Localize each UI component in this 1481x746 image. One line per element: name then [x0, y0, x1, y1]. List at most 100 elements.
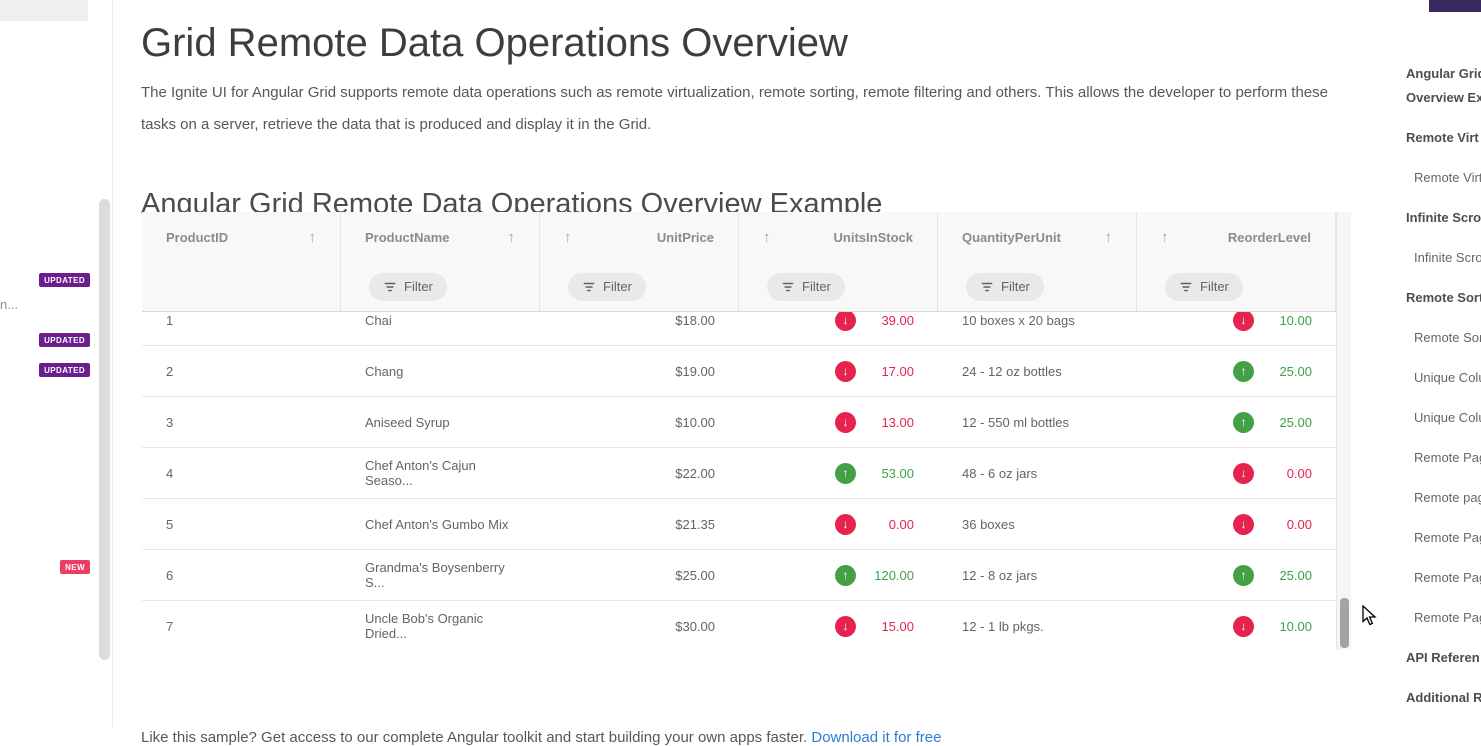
- table-row[interactable]: 6 Grandma's Boysenberry S... $25.00 ↑ 12…: [142, 550, 1351, 601]
- filter-chip[interactable]: Filter: [1165, 272, 1243, 301]
- toc-item[interactable]: Remote Sor: [1414, 330, 1481, 345]
- mouse-cursor: [1362, 605, 1377, 626]
- reorder-trend-icon: ↑: [1233, 360, 1254, 382]
- column-header-quantityperunit[interactable]: QuantityPerUnit ↑: [938, 212, 1137, 262]
- toc-item[interactable]: Unique Colu: [1414, 410, 1481, 425]
- cell-quantity-per-unit: 36 boxes: [962, 516, 1015, 532]
- data-grid: ProductID ↑ ProductName ↑ ↑ UnitPrice ↑ …: [142, 212, 1351, 650]
- cell-units-in-stock: ↑ 120.00: [739, 550, 938, 600]
- column-header-unitprice[interactable]: ↑ UnitPrice: [540, 212, 739, 262]
- toc-item[interactable]: Remote Pag: [1414, 450, 1481, 465]
- filter-icon: [782, 282, 794, 291]
- column-header-unitsinstock[interactable]: ↑ UnitsInStock: [739, 212, 938, 262]
- stock-value: 15.00: [881, 618, 914, 634]
- intro-paragraph: The Ignite UI for Angular Grid supports …: [141, 84, 1328, 133]
- cell-unit-price: $18.00: [675, 312, 715, 328]
- column-header-label: QuantityPerUnit: [962, 229, 1061, 245]
- toc-item[interactable]: Remote Virt: [1406, 130, 1479, 145]
- toc-item[interactable]: Remote Pag: [1414, 530, 1481, 545]
- filter-chip[interactable]: Filter: [369, 272, 447, 301]
- column-header-label: UnitPrice: [656, 229, 714, 245]
- toc-item[interactable]: Remote Virt: [1414, 170, 1481, 185]
- cell-product-name: Chang: [365, 363, 404, 379]
- left-nav-scrollbar[interactable]: [99, 199, 110, 660]
- filter-cell: Filter: [341, 262, 540, 311]
- cell-product-id: 3: [166, 414, 174, 430]
- filter-chip-label: Filter: [404, 279, 433, 294]
- grid-scrollbar-track[interactable]: [1336, 212, 1351, 650]
- filter-cell: Filter: [1137, 262, 1336, 311]
- cell-quantity-per-unit: 12 - 550 ml bottles: [962, 414, 1069, 430]
- stock-trend-icon: ↓: [835, 615, 856, 637]
- stock-trend-icon: ↓: [835, 312, 856, 331]
- reorder-value: 10.00: [1279, 312, 1312, 328]
- grid-header-row: ProductID ↑ ProductName ↑ ↑ UnitPrice ↑ …: [142, 212, 1351, 262]
- top-right-accent-block: [1429, 0, 1481, 12]
- cell-product-name: Uncle Bob's Organic Dried...: [365, 611, 484, 641]
- reorder-trend-icon: ↑: [1233, 411, 1254, 433]
- toc-item[interactable]: Infinite Scro: [1406, 210, 1481, 225]
- cell-quantity-per-unit: 12 - 1 lb pkgs.: [962, 618, 1044, 634]
- toc-item[interactable]: Overview Ex: [1406, 90, 1481, 105]
- filter-icon: [583, 282, 595, 291]
- column-header-label: UnitsInStock: [833, 229, 913, 245]
- filter-icon: [1180, 282, 1192, 291]
- toc-item[interactable]: Remote Pag: [1414, 610, 1481, 625]
- cell-product-id: 4: [166, 465, 174, 481]
- cta-sentence: Like this sample? Get access to our comp…: [141, 729, 808, 746]
- column-header-productname[interactable]: ProductName ↑: [341, 212, 540, 262]
- cell-product-id: 1: [166, 312, 174, 328]
- column-header-label: ReorderLevel: [1227, 229, 1311, 245]
- stock-trend-icon: ↓: [835, 411, 856, 433]
- reorder-trend-icon: ↓: [1233, 513, 1254, 535]
- filter-chip-label: Filter: [603, 279, 632, 294]
- cell-product-id: 2: [166, 363, 174, 379]
- cell-product-id: 6: [166, 567, 174, 583]
- toc-item[interactable]: Angular Grid: [1406, 66, 1481, 81]
- toc-item[interactable]: Additional R: [1406, 690, 1481, 705]
- toc-item[interactable]: Unique Colu: [1414, 370, 1481, 385]
- table-row[interactable]: 4 Chef Anton's Cajun Seaso... $22.00 ↑ 5…: [142, 448, 1351, 499]
- updated-badge: UPDATED: [39, 363, 90, 377]
- toc-item[interactable]: Remote Pag: [1414, 570, 1481, 585]
- sort-arrow-icon[interactable]: ↑: [308, 228, 317, 246]
- reorder-value: 25.00: [1279, 567, 1312, 583]
- cell-units-in-stock: ↓ 39.00: [739, 312, 938, 345]
- sort-arrow-icon[interactable]: ↑: [507, 228, 516, 246]
- updated-badge: UPDATED: [39, 273, 90, 287]
- toc-item[interactable]: Infinite Scro: [1414, 250, 1481, 265]
- stock-trend-icon: ↓: [835, 513, 856, 535]
- toc-item[interactable]: Remote Sort: [1406, 290, 1481, 305]
- table-row[interactable]: 7 Uncle Bob's Organic Dried... $30.00 ↓ …: [142, 601, 1351, 650]
- download-link[interactable]: Download it for free: [811, 729, 942, 746]
- reorder-trend-icon: ↓: [1233, 462, 1254, 484]
- cell-reorder-level: ↓ 0.00: [1137, 499, 1336, 549]
- sort-arrow-icon[interactable]: ↑: [1161, 228, 1169, 246]
- cell-quantity-per-unit: 48 - 6 oz jars: [962, 465, 1038, 481]
- filter-chip[interactable]: Filter: [767, 272, 845, 301]
- table-row[interactable]: 2 Chang $19.00 ↓ 17.00 24 - 12 oz bottle…: [142, 346, 1351, 397]
- column-header-label: ProductID: [166, 229, 229, 245]
- stock-value: 53.00: [881, 465, 914, 481]
- column-header-productid[interactable]: ProductID ↑: [142, 212, 341, 262]
- filter-chip[interactable]: Filter: [568, 272, 646, 301]
- sort-arrow-icon[interactable]: ↑: [763, 228, 771, 246]
- new-badge: NEW: [60, 560, 90, 574]
- cell-reorder-level: ↑ 25.00: [1137, 550, 1336, 600]
- table-row[interactable]: 5 Chef Anton's Gumbo Mix $21.35 ↓ 0.00 3…: [142, 499, 1351, 550]
- table-row[interactable]: 1 Chai $18.00 ↓ 39.00 10 boxes x 20 bags…: [142, 312, 1351, 346]
- grid-scrollbar-thumb[interactable]: [1340, 598, 1349, 648]
- sort-arrow-icon[interactable]: ↑: [564, 228, 572, 246]
- column-header-reorderlevel[interactable]: ↑ ReorderLevel: [1137, 212, 1336, 262]
- filter-cell: Filter: [540, 262, 739, 311]
- reorder-value: 10.00: [1279, 618, 1312, 634]
- stock-value: 39.00: [881, 312, 914, 328]
- cell-quantity-per-unit: 12 - 8 oz jars: [962, 567, 1038, 583]
- toc-item[interactable]: Remote pag: [1414, 490, 1481, 505]
- filter-cell-empty: [142, 262, 341, 311]
- sort-arrow-icon[interactable]: ↑: [1104, 228, 1113, 246]
- filter-icon: [384, 282, 396, 291]
- table-row[interactable]: 3 Aniseed Syrup $10.00 ↓ 13.00 12 - 550 …: [142, 397, 1351, 448]
- filter-chip[interactable]: Filter: [966, 272, 1044, 301]
- toc-item[interactable]: API Referen: [1406, 650, 1480, 665]
